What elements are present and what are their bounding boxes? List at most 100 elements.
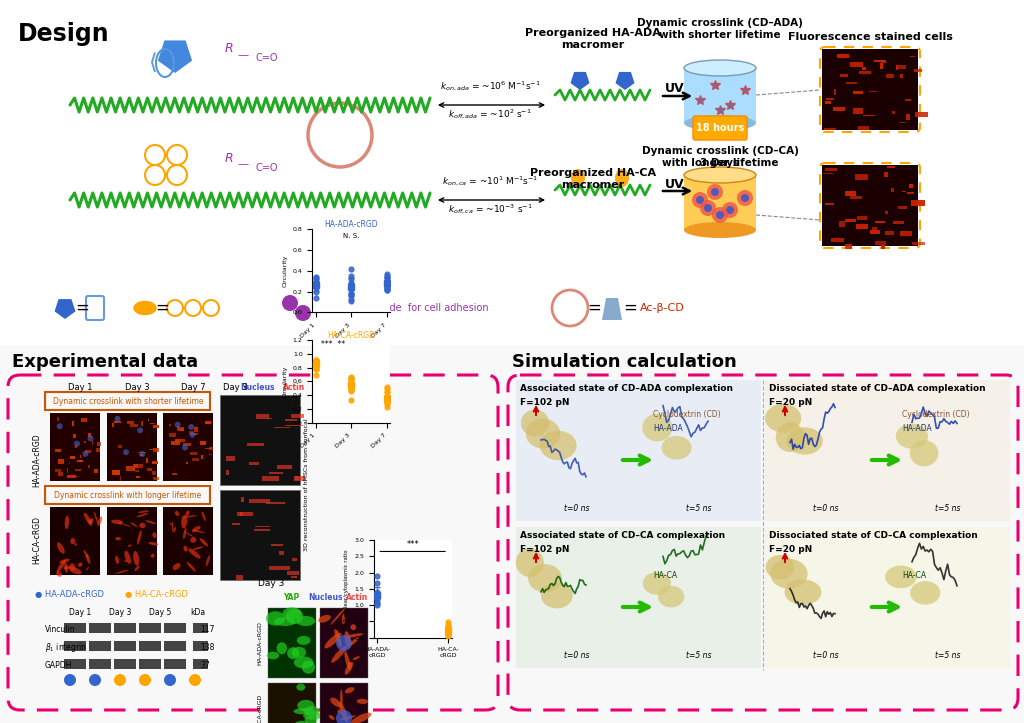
Bar [291,414,304,419]
Ellipse shape [172,522,173,532]
Point [307,278,324,289]
Point [379,390,395,402]
Circle shape [175,422,180,428]
Bar [114,641,136,651]
Bar [178,439,184,442]
Y-axis label: YAP nuclear/cytoplasmic ratio: YAP nuclear/cytoplasmic ratio [344,549,348,628]
Point [379,395,395,407]
Point [440,625,457,637]
Point [440,620,457,631]
Bar [863,115,876,116]
Ellipse shape [304,716,317,723]
Polygon shape [602,298,622,320]
Bar [145,458,148,463]
Point [307,278,324,290]
Ellipse shape [325,633,342,649]
Bar [150,449,158,450]
Bar [893,221,903,224]
Ellipse shape [303,712,322,719]
Ellipse shape [183,546,187,552]
Bar [855,224,868,229]
Polygon shape [615,72,635,90]
Text: Associated state of CD–CA complexation: Associated state of CD–CA complexation [520,531,725,540]
Point [369,592,385,604]
Bar [267,418,272,419]
Bar [891,188,894,192]
Point [307,369,324,381]
Text: HA-ADA: HA-ADA [902,424,932,433]
Bar [884,172,888,177]
Bar [249,499,269,503]
Bar [148,419,150,422]
Ellipse shape [115,556,119,564]
Ellipse shape [206,555,210,566]
Text: ***: *** [407,540,419,549]
Ellipse shape [125,560,127,562]
Ellipse shape [181,515,187,529]
Text: F=20 pN: F=20 pN [769,398,812,407]
Point [379,392,395,403]
Ellipse shape [525,419,560,448]
Text: Design: Design [18,22,110,46]
Bar [106,507,157,575]
Bar [897,65,905,69]
Circle shape [188,424,195,430]
Bar [247,443,264,445]
Bar [127,422,134,424]
Bar [915,112,929,117]
Bar [70,456,75,459]
Bar [206,448,211,449]
Ellipse shape [294,708,315,714]
Point [307,356,324,368]
Bar [898,206,907,209]
Point [343,270,359,281]
Polygon shape [570,72,590,90]
Bar [152,461,158,463]
Bar [825,98,834,100]
Bar [840,74,848,77]
Ellipse shape [350,624,356,630]
Circle shape [282,295,298,311]
Point [307,282,324,294]
Text: $k_{off,ada}$ = ~10$^2$ s$^{-1}$: $k_{off,ada}$ = ~10$^2$ s$^{-1}$ [449,107,531,121]
Bar [119,445,122,448]
Bar [256,414,269,419]
Ellipse shape [175,510,179,516]
Text: Day 3: Day 3 [125,383,150,392]
Bar [862,67,865,69]
Bar [846,244,852,249]
Circle shape [83,451,88,457]
Text: UV: UV [665,82,685,95]
Bar [896,65,898,70]
Ellipse shape [63,565,71,570]
Bar [900,74,903,78]
Bar [905,114,910,119]
Point [379,398,395,410]
Y-axis label: Circularity: Circularity [283,254,287,287]
Text: F=102 pN: F=102 pN [520,398,569,407]
Bar [130,424,138,427]
Ellipse shape [662,436,691,460]
Bar [254,529,270,531]
Ellipse shape [182,515,197,518]
Bar [232,523,240,526]
Bar [177,426,179,428]
Bar [147,468,152,471]
Ellipse shape [540,431,577,460]
Bar [225,471,229,475]
Point [379,285,395,296]
Point [307,276,324,288]
Ellipse shape [318,615,331,623]
Text: $k_{off,ca}$ = ~10$^{-3}$ s$^{-1}$: $k_{off,ca}$ = ~10$^{-3}$ s$^{-1}$ [447,202,532,215]
Point [379,391,395,403]
Circle shape [707,184,723,200]
Point [307,292,324,304]
Text: Nucleus: Nucleus [308,593,342,602]
Bar [164,641,186,651]
Text: Preorganized HA-CA
macromer: Preorganized HA-CA macromer [530,168,656,189]
Point [440,617,457,628]
Point [307,272,324,283]
Ellipse shape [65,562,68,573]
Text: Fluorescence stained cells: Fluorescence stained cells [787,32,952,42]
Bar [837,54,849,58]
